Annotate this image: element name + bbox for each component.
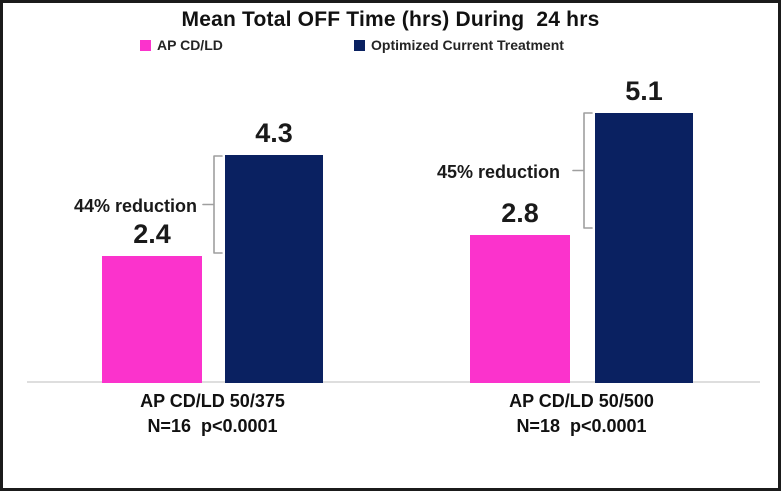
- chart-title: Mean Total OFF Time (hrs) During 24 hrs: [181, 8, 600, 31]
- reduction-bracket-group2: [572, 112, 593, 229]
- category-stats-group1: N=16 p<0.0001: [147, 416, 278, 436]
- bar-optimized-group1: [225, 155, 323, 383]
- legend-item-ap-cdld: AP CD/LD: [140, 37, 223, 53]
- legend-item-optimized-treatment: Optimized Current Treatment: [354, 37, 564, 53]
- reduction-annotation-group2: 45% reduction: [436, 162, 560, 182]
- value-label-4-3: 4.3: [255, 118, 293, 148]
- reduction-annotation-group1: 44% reduction: [73, 196, 197, 216]
- legend-swatch-navy-icon: [354, 39, 365, 51]
- category-title-group1: AP CD/LD 50/375: [140, 391, 285, 411]
- category-label-group2: AP CD/LD 50/500 N=18 p<0.0001: [470, 389, 693, 439]
- x-axis-baseline: [27, 381, 760, 383]
- value-label-5-1: 5.1: [625, 76, 663, 106]
- category-label-group1: AP CD/LD 50/375 N=16 p<0.0001: [102, 389, 323, 439]
- bar-optimized-group2: [595, 113, 693, 383]
- bar-ap-cdld-group1: [102, 256, 202, 383]
- value-label-2-8: 2.8: [501, 198, 539, 228]
- legend-swatch-pink-icon: [140, 39, 151, 51]
- category-stats-group2: N=18 p<0.0001: [516, 416, 647, 436]
- legend-label-optimized-treatment: Optimized Current Treatment: [371, 37, 564, 53]
- legend-label-ap-cdld: AP CD/LD: [157, 37, 223, 53]
- bar-ap-cdld-group2: [470, 235, 570, 383]
- category-title-group2: AP CD/LD 50/500: [509, 391, 654, 411]
- reduction-bracket-group1: [202, 155, 223, 254]
- value-label-2-4: 2.4: [133, 219, 171, 249]
